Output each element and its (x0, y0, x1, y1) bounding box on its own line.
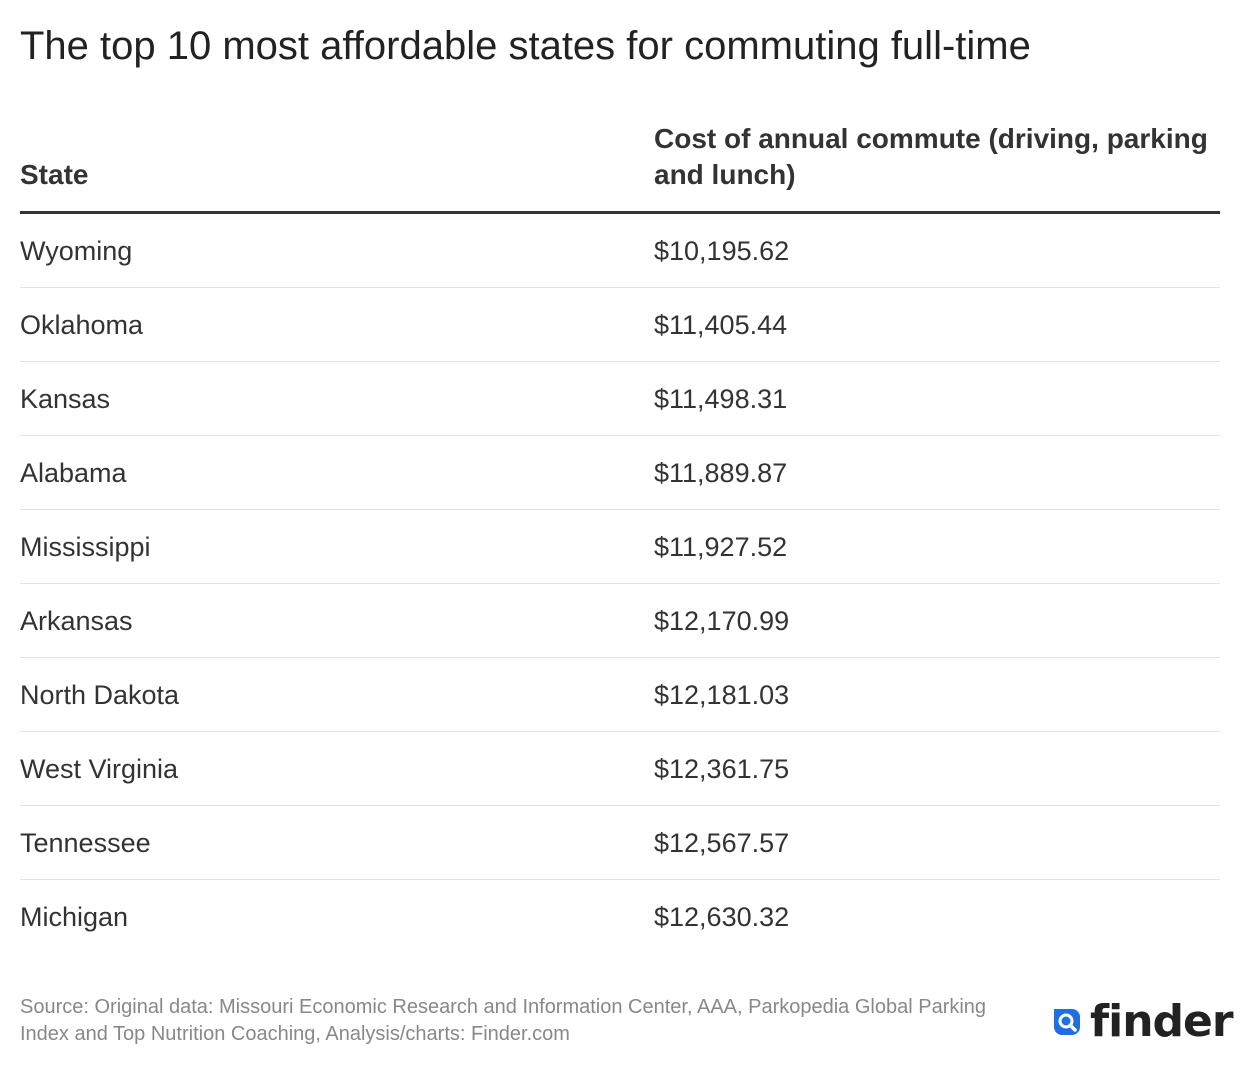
cell-state: Kansas (20, 383, 111, 414)
cell-state: Oklahoma (20, 309, 144, 340)
source-note: Source: Original data: Missouri Economic… (20, 996, 987, 1045)
cell-state: North Dakota (20, 679, 180, 710)
table-row: Oklahoma $11,405.44 (20, 288, 1220, 362)
table-row: Arkansas $12,170.99 (20, 584, 1220, 658)
cell-cost: $12,170.99 (654, 605, 790, 636)
table-row: Alabama $11,889.87 (20, 436, 1220, 510)
logo-wordmark: finder (1090, 996, 1234, 1047)
data-table: State Cost of annual commute (driving, p… (20, 122, 1220, 954)
table-row: West Virginia $12,361.75 (20, 732, 1220, 806)
cell-state: Wyoming (20, 235, 133, 266)
cell-state: Tennessee (20, 827, 151, 858)
cell-cost: $11,405.44 (654, 309, 788, 340)
column-header-cost: Cost of annual commute (driving, parking… (654, 123, 1208, 190)
cell-cost: $12,181.03 (654, 679, 790, 710)
finder-logo: finder (1050, 996, 1234, 1048)
table-row: Mississippi $11,927.52 (20, 510, 1220, 584)
search-magnifier-icon (1054, 1009, 1080, 1035)
table-header: State Cost of annual commute (driving, p… (20, 122, 1220, 214)
column-header-state: State (20, 159, 89, 190)
cell-state: West Virginia (20, 753, 179, 784)
table-row: Wyoming $10,195.62 (20, 214, 1220, 288)
cell-state: Arkansas (20, 605, 133, 636)
cell-cost: $12,567.57 (654, 827, 790, 858)
cell-cost: $10,195.62 (654, 235, 790, 266)
cell-cost: $11,927.52 (654, 531, 788, 562)
cell-cost: $12,630.32 (654, 902, 790, 932)
table-body: Wyoming $10,195.62 Oklahoma $11,405.44 Kansa… (20, 214, 1220, 954)
cell-state: Mississippi (20, 531, 151, 562)
cell-state: Alabama (20, 457, 127, 488)
table-row: North Dakota $12,181.03 (20, 658, 1220, 732)
table-row: Michigan $12,630.32 (20, 880, 1220, 954)
cell-cost: $11,498.31 (654, 383, 788, 414)
chart-title: The top 10 most affordable states for co… (20, 24, 1031, 68)
table-row: Tennessee $12,567.57 (20, 806, 1220, 880)
table-row: Kansas $11,498.31 (20, 362, 1220, 436)
cell-cost: $12,361.75 (654, 753, 790, 784)
cell-cost: $11,889.87 (654, 457, 788, 488)
cell-state: Michigan (20, 902, 129, 932)
